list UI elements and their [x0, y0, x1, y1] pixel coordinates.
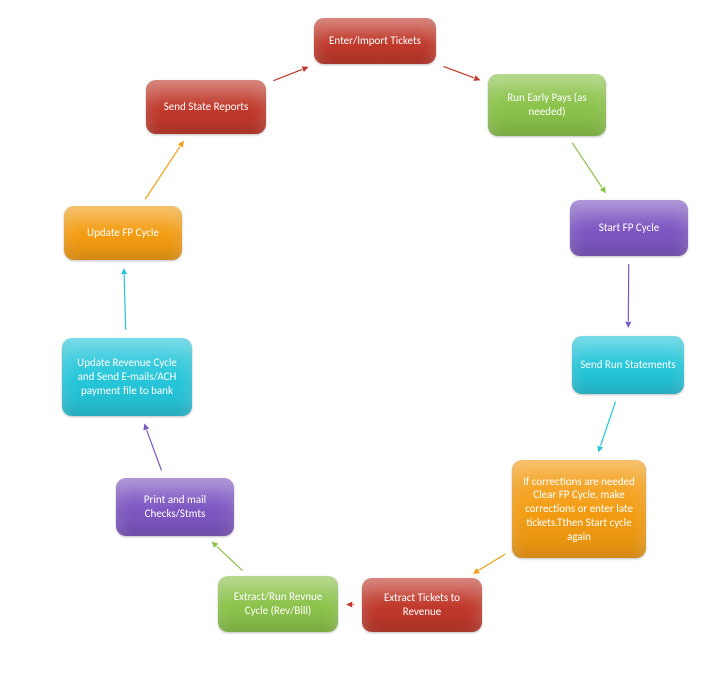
cycle-arrow-9: [145, 147, 180, 200]
cycle-arrow-10: [273, 69, 302, 80]
cycle-arrow-8: [124, 275, 126, 330]
cycle-arrow-1: [572, 143, 602, 188]
cycle-node-5: Extract Tickets to Revenue: [362, 578, 482, 632]
cycle-diagram: Enter/Import Tickets Run Early Pays (as n…: [0, 0, 719, 685]
cycle-node-7: Print and mail Checks/Stmts: [116, 478, 234, 536]
cycle-node-8: Update Revenue Cycle and Send E-mails/AC…: [62, 338, 192, 416]
cycle-arrow-7: [147, 430, 162, 470]
cycle-node-10: Send State Reports: [146, 80, 266, 134]
cycle-arrowhead-4: [473, 568, 480, 574]
cycle-arrowhead-2: [625, 322, 631, 328]
cycle-node-3: Send Run Statements: [572, 336, 684, 394]
cycle-arrowhead-7: [143, 424, 149, 431]
cycle-node-6: Extract/Run Revnue Cycle (Rev/Bill): [218, 576, 338, 632]
cycle-arrow-0: [443, 66, 473, 77]
cycle-arrowhead-6: [212, 541, 219, 548]
cycle-arrow-6: [217, 546, 243, 570]
cycle-arrowhead-8: [121, 268, 127, 274]
cycle-arrowhead-5: [346, 601, 352, 607]
cycle-node-4: If corrections are needed Clear FP Cycle…: [512, 460, 646, 558]
cycle-node-1: Run Early Pays (as needed): [488, 74, 606, 136]
cycle-arrowhead-0: [474, 75, 481, 81]
cycle-node-9: Update FP Cycle: [64, 206, 182, 260]
cycle-arrow-4: [479, 554, 505, 570]
cycle-arrowhead-3: [597, 445, 603, 452]
cycle-node-0: Enter/Import Tickets: [314, 18, 436, 64]
cycle-arrow-3: [601, 402, 616, 446]
cycle-arrowhead-9: [178, 141, 184, 148]
cycle-arrowhead-1: [600, 186, 606, 193]
cycle-arrowhead-10: [302, 66, 309, 72]
cycle-node-2: Start FP Cycle: [570, 200, 688, 256]
